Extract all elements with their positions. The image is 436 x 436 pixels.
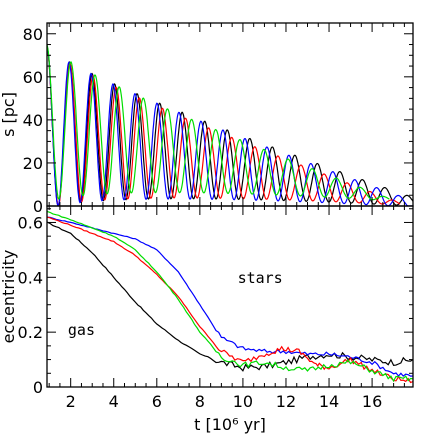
series-line-1 [47, 46, 401, 206]
y-tick-label: 0 [33, 378, 43, 397]
y-tick-label: 40 [23, 111, 43, 130]
series-line-1 [47, 216, 413, 377]
y-tick-label: 0.4 [18, 268, 43, 287]
x-tick-label: 6 [152, 392, 162, 411]
x-tick-label: 16 [362, 392, 382, 411]
series-line-0 [47, 221, 413, 372]
annotation-gas: gas [68, 321, 95, 339]
series-line-2 [47, 216, 413, 384]
x-tick-label: 12 [276, 392, 296, 411]
series-line-2 [47, 46, 413, 206]
y-tick-label: 80 [23, 25, 43, 44]
series-group [47, 44, 413, 206]
y-tick-label: 0.6 [18, 213, 43, 232]
series-line-3 [47, 44, 390, 201]
x-tick-label: 4 [109, 392, 119, 411]
y-axis-label: eccentricity [0, 250, 18, 344]
x-tick-label: 14 [319, 392, 339, 411]
panel-top: 0 20 40 60 80 s [pc] [0, 22, 414, 216]
series-line-3 [47, 210, 413, 383]
plot-frame [46, 205, 414, 388]
x-tick-label: 2 [66, 392, 76, 411]
y-tick-label: 0 [33, 197, 43, 216]
x-tick-label: 8 [195, 392, 205, 411]
y-tick-label: 60 [23, 68, 43, 87]
annotation-stars: stars [238, 269, 283, 287]
y-tick-label: 20 [23, 154, 43, 173]
x-tick-label: 10 [233, 392, 253, 411]
x-axis-label: t [10⁶ yr] [194, 415, 266, 434]
y-tick-label: 0.2 [18, 323, 43, 342]
y-axis-label: s [pc] [0, 92, 18, 137]
series-group [47, 210, 413, 384]
